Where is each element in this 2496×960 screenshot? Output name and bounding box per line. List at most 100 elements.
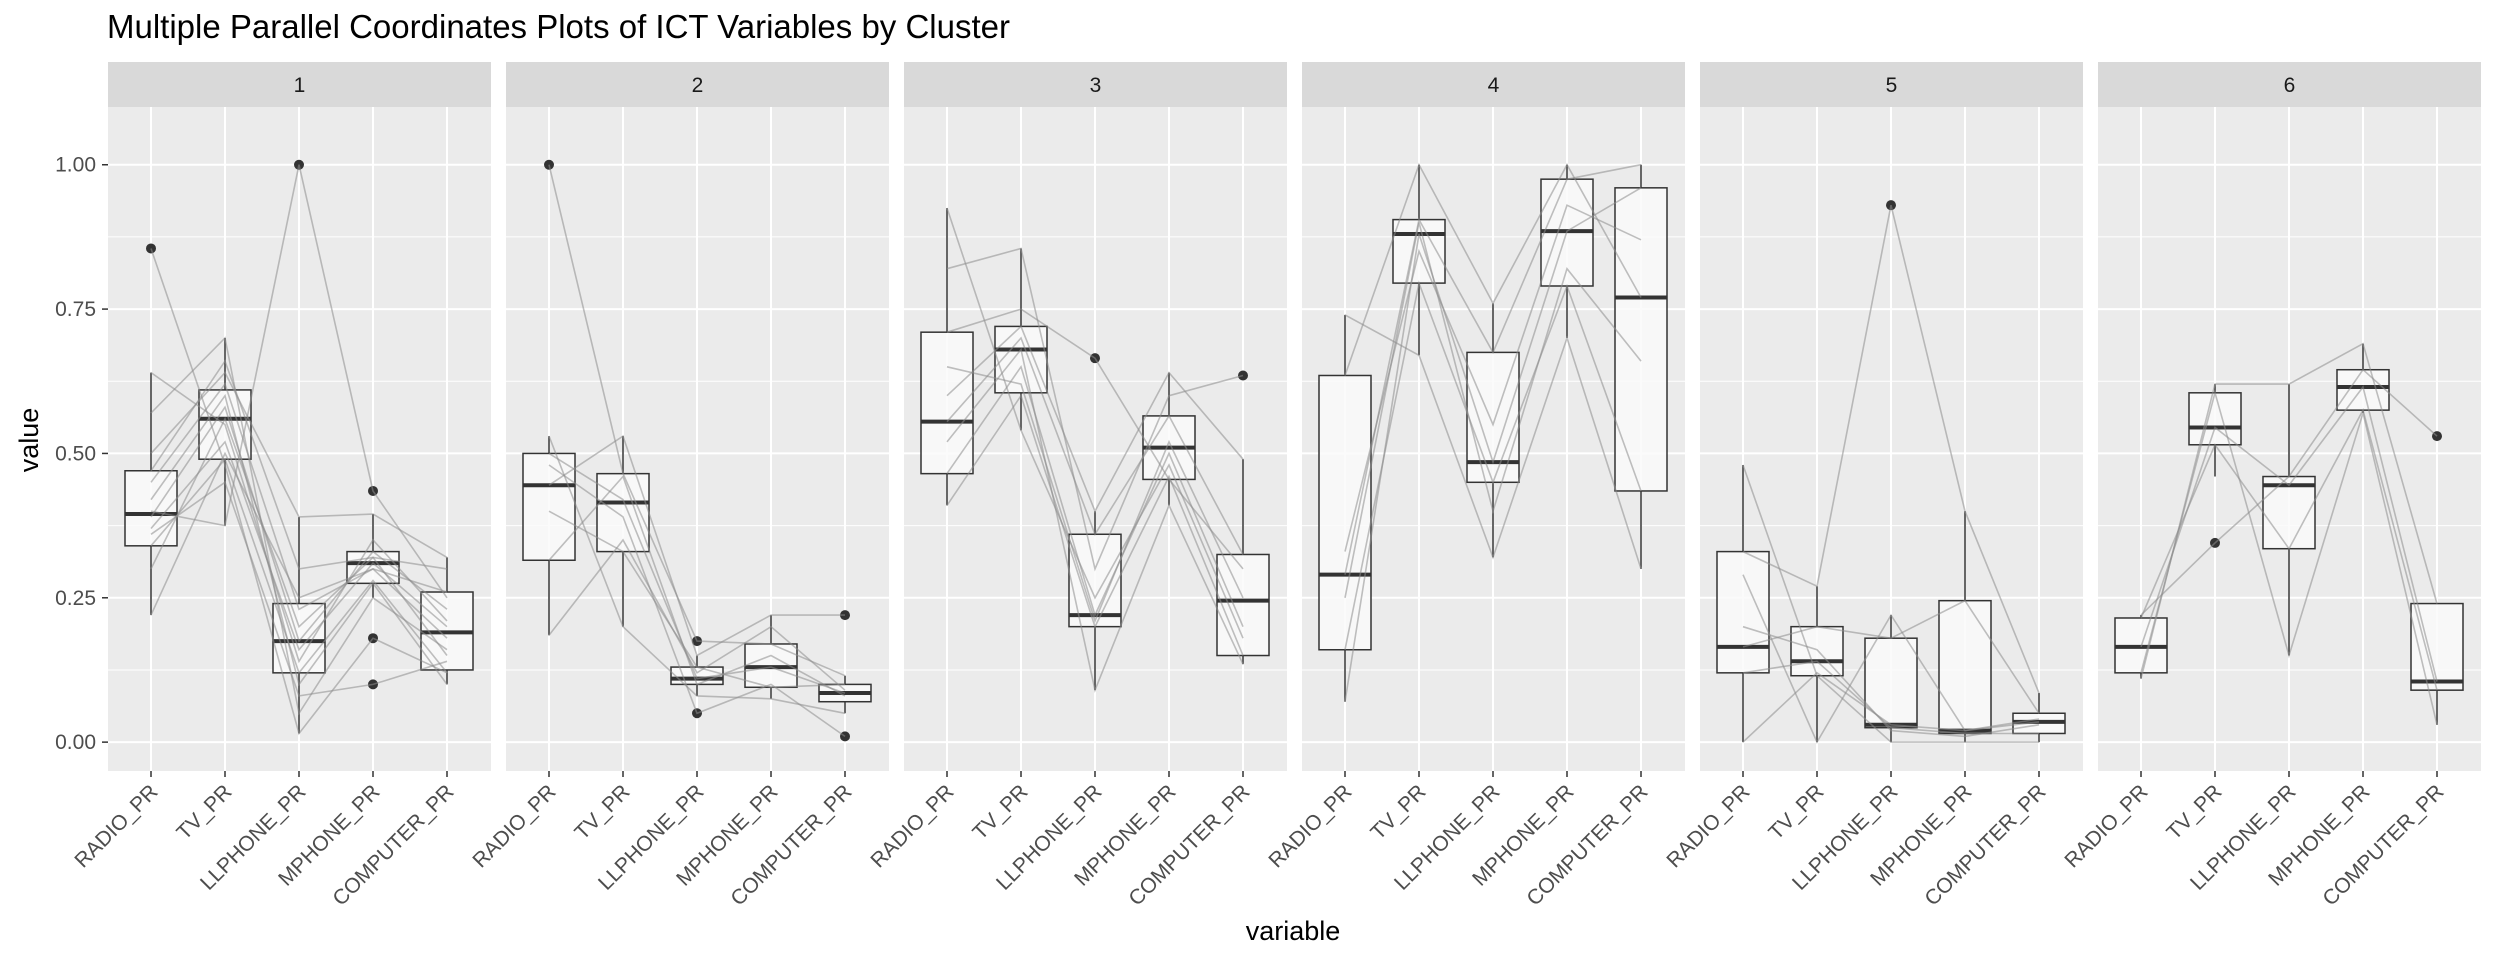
x-tick-label: RADIO_PR [1662, 780, 1754, 872]
parallel-line [150, 371, 448, 664]
boxplot-RADIO_PR [1716, 464, 1770, 743]
parallel-line [150, 457, 448, 675]
boxplot-LLPHONE_PR [2262, 384, 2316, 656]
outlier-point [146, 243, 156, 254]
x-tick-label: TV_PR [1366, 780, 1430, 844]
box [2410, 602, 2464, 691]
parallel-line [946, 325, 1244, 514]
parallel-line [1742, 671, 2040, 743]
box [522, 452, 576, 562]
parallel-line [1344, 222, 1642, 598]
box [2262, 475, 2316, 550]
parallel-line [150, 359, 448, 570]
parallel-line [946, 207, 1244, 639]
facet-strip-label: 3 [1090, 74, 1102, 97]
boxplot-TV_PR [198, 337, 252, 526]
facet-strip [2098, 62, 2481, 107]
parallel-line [1742, 574, 2040, 744]
parallel-line [946, 247, 1244, 572]
parallel-line [2140, 407, 2438, 691]
parallel-line [1344, 280, 1642, 650]
parallel-line [548, 510, 846, 689]
parallel-line [548, 538, 846, 691]
parallel-line [1742, 205, 2040, 694]
facet-strip [108, 62, 491, 107]
x-tick-label: TV_PR [1764, 780, 1828, 844]
parallel-line [150, 405, 448, 643]
parallel-line [1344, 163, 1642, 575]
box [2188, 392, 2242, 446]
facet-strip-label: 6 [2284, 74, 2296, 97]
parallel-line [150, 481, 448, 697]
parallel-line [1742, 625, 2040, 738]
parallel-line [548, 474, 846, 697]
y-tick-label: 0.50 [55, 442, 96, 465]
box [1864, 637, 1918, 729]
chart-title: Multiple Parallel Coordinates Plots of I… [107, 8, 1011, 45]
box [1716, 550, 1770, 674]
parallel-line [150, 451, 448, 639]
parallel-line [946, 366, 1244, 624]
facet-strip [904, 62, 1287, 107]
x-tick-label: TV_PR [570, 780, 634, 844]
parallel-line [1344, 314, 1642, 570]
box [920, 331, 974, 475]
boxplot-MPHONE_PR [1938, 511, 1992, 743]
box [1318, 374, 1372, 651]
parallel-line [1742, 599, 2040, 714]
x-axis-title: variable [1246, 916, 1341, 946]
parallel-line [946, 308, 1244, 570]
boxplot-COMPUTER_PR [2410, 431, 2464, 725]
parallel-line [548, 164, 846, 677]
parallel-line [150, 164, 448, 599]
x-tick-label: RADIO_PR [1264, 780, 1356, 872]
parallel-line [150, 382, 448, 611]
parallel-line [1742, 660, 2039, 735]
parallel-line [946, 393, 1244, 656]
parallel-line [150, 248, 448, 736]
parallel-line [946, 364, 1244, 628]
parallel-line [548, 464, 846, 738]
facet-strip [506, 62, 889, 107]
parallel-line [548, 434, 845, 657]
boxplot-RADIO_PR [522, 159, 576, 636]
box [1790, 625, 1844, 677]
parallel-line [150, 440, 448, 652]
box [1216, 553, 1270, 657]
x-tick-label: RADIO_PR [2060, 780, 2152, 872]
parallel-line [1742, 464, 2039, 743]
box [1938, 599, 1992, 735]
parallel-line [946, 347, 1244, 693]
facet-strip [1302, 62, 1685, 107]
parallel-line [1344, 162, 1642, 376]
parallel-line [150, 416, 448, 656]
y-tick-label: 0.00 [55, 731, 96, 754]
y-tick-label: 0.75 [55, 298, 96, 321]
x-tick-label: RADIO_PR [70, 780, 162, 872]
x-tick-label: TV_PR [968, 780, 1032, 844]
facet-strip [1700, 62, 2083, 107]
facet-strip-label: 2 [692, 74, 704, 97]
y-tick-label: 0.25 [55, 587, 96, 610]
parallel-line [548, 452, 846, 694]
y-axis-title: value [14, 408, 44, 473]
facet-strip-label: 4 [1488, 74, 1500, 97]
x-tick-label: RADIO_PR [866, 780, 958, 872]
x-tick-label: TV_PR [172, 780, 236, 844]
y-tick-label: 1.00 [55, 154, 96, 177]
parallel-line [150, 371, 448, 559]
facet-strip-label: 1 [294, 74, 306, 97]
parallel-line [548, 435, 846, 715]
x-tick-label: TV_PR [2162, 780, 2226, 844]
parallel-line [150, 393, 448, 687]
outlier-point [1238, 370, 1248, 381]
parallel-line [2140, 368, 2438, 616]
x-tick-label: RADIO_PR [468, 780, 560, 872]
